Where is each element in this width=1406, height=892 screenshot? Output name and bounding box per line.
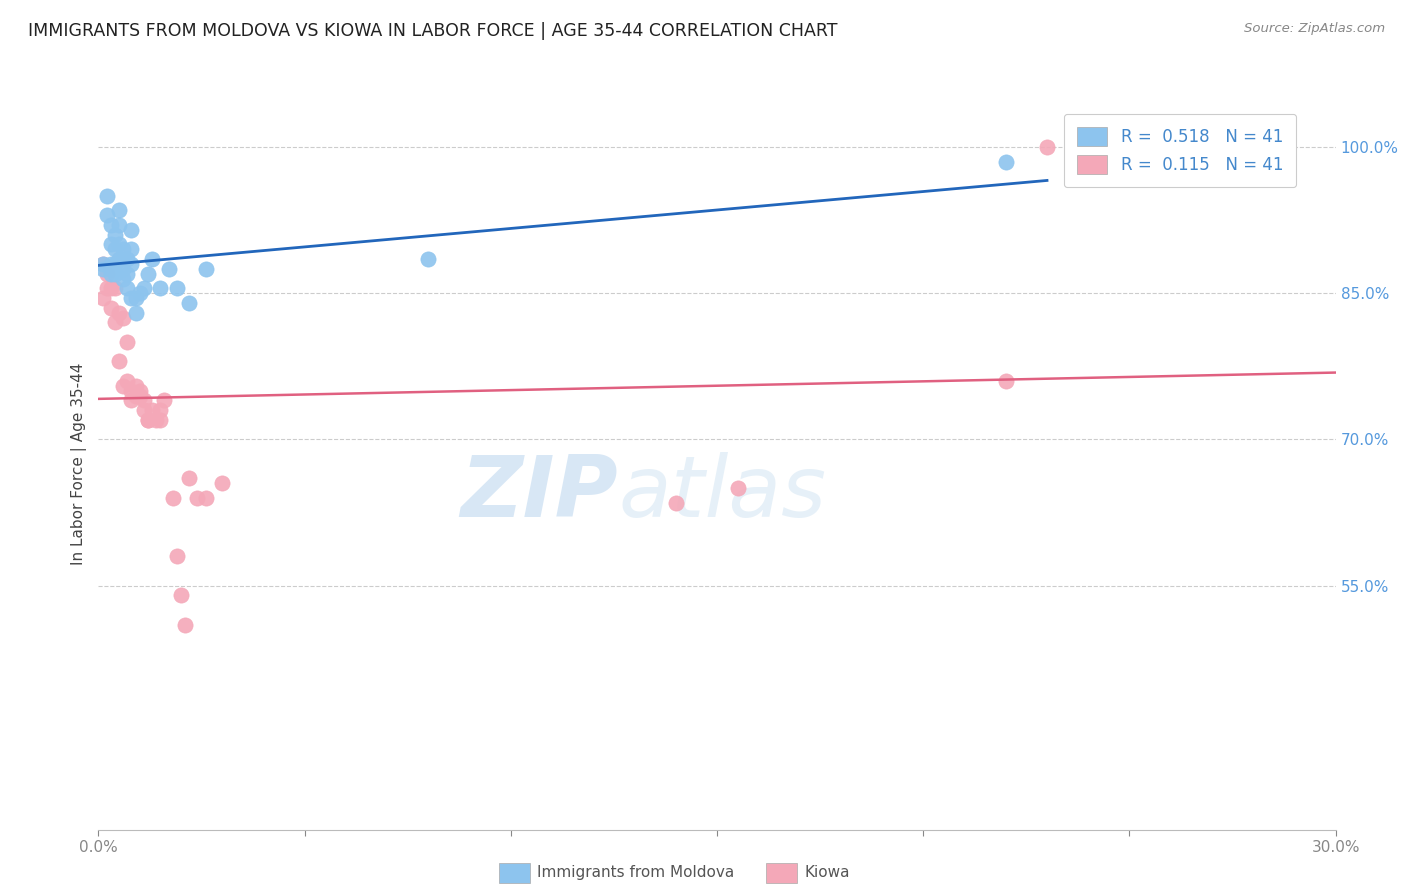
Point bbox=[91, 257, 114, 271]
Point bbox=[108, 252, 131, 266]
Point bbox=[117, 281, 139, 295]
Point bbox=[117, 267, 139, 281]
Point bbox=[117, 374, 139, 388]
Point bbox=[100, 261, 122, 276]
Point bbox=[96, 188, 118, 202]
Point bbox=[128, 286, 150, 301]
Y-axis label: In Labor Force | Age 35-44: In Labor Force | Age 35-44 bbox=[72, 363, 87, 565]
Point bbox=[665, 496, 688, 510]
Point bbox=[108, 354, 131, 368]
Point bbox=[100, 218, 122, 232]
Text: Source: ZipAtlas.com: Source: ZipAtlas.com bbox=[1244, 22, 1385, 36]
Point bbox=[100, 281, 122, 295]
Point bbox=[120, 242, 142, 256]
Point bbox=[211, 476, 233, 491]
Point bbox=[418, 252, 440, 266]
Point bbox=[132, 281, 155, 295]
Point bbox=[141, 403, 163, 417]
Point bbox=[100, 237, 122, 252]
Point bbox=[128, 384, 150, 398]
Point bbox=[104, 227, 127, 242]
Point bbox=[104, 242, 127, 256]
Point bbox=[149, 281, 172, 295]
Point bbox=[117, 252, 139, 266]
Point bbox=[124, 379, 146, 393]
Point bbox=[104, 281, 127, 295]
Point bbox=[136, 413, 159, 427]
Point bbox=[112, 261, 135, 276]
Point bbox=[100, 267, 122, 281]
Point bbox=[117, 334, 139, 349]
Point bbox=[174, 617, 197, 632]
Point bbox=[1036, 140, 1059, 154]
Point bbox=[104, 267, 127, 281]
Point bbox=[136, 413, 159, 427]
Point bbox=[994, 154, 1017, 169]
Point bbox=[170, 589, 193, 603]
Point bbox=[91, 291, 114, 305]
Point bbox=[162, 491, 184, 505]
Point bbox=[194, 261, 217, 276]
Text: IMMIGRANTS FROM MOLDOVA VS KIOWA IN LABOR FORCE | AGE 35-44 CORRELATION CHART: IMMIGRANTS FROM MOLDOVA VS KIOWA IN LABO… bbox=[28, 22, 838, 40]
Point bbox=[112, 242, 135, 256]
Legend: R =  0.518   N = 41, R =  0.115   N = 41: R = 0.518 N = 41, R = 0.115 N = 41 bbox=[1064, 114, 1296, 187]
Point bbox=[179, 296, 201, 310]
Point bbox=[120, 257, 142, 271]
Point bbox=[104, 257, 127, 271]
Point bbox=[100, 301, 122, 315]
Point bbox=[124, 291, 146, 305]
Point bbox=[124, 306, 146, 320]
Point bbox=[112, 379, 135, 393]
Point bbox=[112, 310, 135, 325]
Point bbox=[96, 208, 118, 222]
Point bbox=[136, 267, 159, 281]
Point bbox=[132, 403, 155, 417]
Point bbox=[149, 403, 172, 417]
Point bbox=[141, 252, 163, 266]
Point bbox=[132, 393, 155, 408]
Text: atlas: atlas bbox=[619, 451, 827, 534]
Text: Immigrants from Moldova: Immigrants from Moldova bbox=[537, 865, 734, 880]
Point bbox=[145, 413, 167, 427]
Point bbox=[186, 491, 208, 505]
Point bbox=[179, 471, 201, 485]
Point bbox=[91, 261, 114, 276]
Point bbox=[96, 267, 118, 281]
Point bbox=[727, 481, 749, 495]
Point bbox=[994, 374, 1017, 388]
Point bbox=[96, 281, 118, 295]
Point bbox=[120, 393, 142, 408]
Point bbox=[108, 237, 131, 252]
Point bbox=[108, 218, 131, 232]
Point bbox=[149, 413, 172, 427]
Point bbox=[194, 491, 217, 505]
Point bbox=[120, 223, 142, 237]
Point bbox=[91, 257, 114, 271]
Point bbox=[120, 291, 142, 305]
Point bbox=[157, 261, 180, 276]
Point bbox=[100, 257, 122, 271]
Point bbox=[104, 315, 127, 329]
Point bbox=[108, 203, 131, 218]
Point bbox=[112, 271, 135, 285]
Point bbox=[112, 252, 135, 266]
Point bbox=[128, 388, 150, 402]
Point bbox=[124, 388, 146, 402]
Point bbox=[166, 549, 188, 564]
Text: ZIP: ZIP bbox=[460, 451, 619, 534]
Point bbox=[108, 306, 131, 320]
Point bbox=[166, 281, 188, 295]
Point bbox=[120, 384, 142, 398]
Text: Kiowa: Kiowa bbox=[804, 865, 849, 880]
Point bbox=[153, 393, 176, 408]
